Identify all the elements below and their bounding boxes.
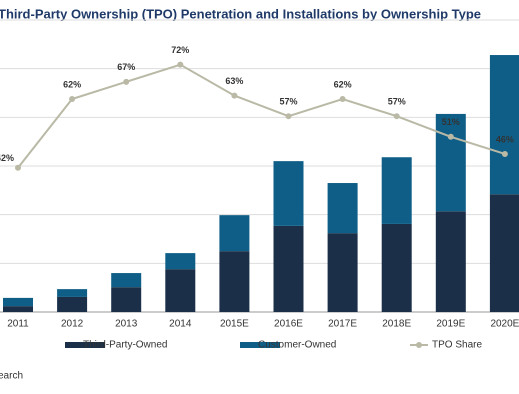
bar bbox=[273, 161, 304, 226]
point bbox=[177, 61, 184, 68]
point bbox=[339, 96, 346, 103]
data-label: 63% bbox=[225, 76, 243, 86]
legend-label: Customer-Owned bbox=[258, 340, 336, 351]
data-label: 46% bbox=[496, 134, 514, 144]
bar bbox=[435, 211, 466, 312]
x-tick-label: 2015E bbox=[220, 319, 249, 330]
bar bbox=[165, 253, 196, 270]
point bbox=[447, 133, 454, 140]
point bbox=[123, 78, 130, 85]
x-tick-label: 2020E bbox=[490, 319, 519, 330]
bar bbox=[273, 225, 304, 312]
legend-swatch bbox=[240, 342, 280, 348]
point bbox=[285, 113, 292, 120]
bar bbox=[381, 223, 412, 312]
bar bbox=[327, 233, 358, 312]
bar bbox=[219, 251, 250, 312]
legend-label: TPO Share bbox=[432, 340, 482, 351]
point bbox=[393, 113, 400, 120]
bar bbox=[3, 297, 33, 307]
point bbox=[501, 150, 508, 157]
bar bbox=[435, 113, 466, 212]
legend-label: Third-Party-Owned bbox=[83, 340, 167, 351]
data-label: 67% bbox=[117, 62, 135, 72]
data-label: 62% bbox=[63, 79, 81, 89]
x-tick-label: 2011 bbox=[7, 319, 29, 330]
x-tick-label: 2018E bbox=[382, 319, 411, 330]
x-tick-label: 2014 bbox=[169, 319, 192, 330]
x-tick-label: 2012 bbox=[61, 319, 84, 330]
x-tick-label: 2013 bbox=[115, 319, 138, 330]
bar bbox=[489, 194, 519, 312]
data-label: 72% bbox=[171, 45, 189, 55]
point bbox=[231, 92, 238, 99]
legend-point bbox=[416, 342, 422, 348]
x-tick-label: 2016E bbox=[274, 319, 303, 330]
data-label: 51% bbox=[442, 117, 460, 127]
bar bbox=[111, 287, 142, 312]
bar bbox=[381, 157, 412, 224]
point bbox=[15, 164, 21, 171]
line bbox=[17, 63, 506, 169]
data-label: 57% bbox=[388, 97, 406, 107]
bar bbox=[111, 273, 142, 288]
data-label: 42% bbox=[0, 153, 14, 163]
bar bbox=[3, 306, 33, 312]
bar bbox=[57, 296, 88, 312]
data-label: 57% bbox=[279, 97, 297, 107]
bar bbox=[165, 269, 196, 312]
point bbox=[69, 96, 76, 103]
chart-title: Third-Party Ownership (TPO) Penetration … bbox=[0, 6, 481, 21]
bar bbox=[219, 215, 250, 252]
bar bbox=[489, 55, 519, 195]
legend-swatch bbox=[65, 342, 105, 348]
x-tick-label: 2017E bbox=[328, 319, 357, 330]
x-tick-label: 2019E bbox=[436, 319, 465, 330]
data-label: 62% bbox=[334, 79, 352, 89]
source-note: earch bbox=[0, 371, 23, 382]
bar bbox=[327, 183, 358, 234]
bar bbox=[57, 289, 88, 297]
